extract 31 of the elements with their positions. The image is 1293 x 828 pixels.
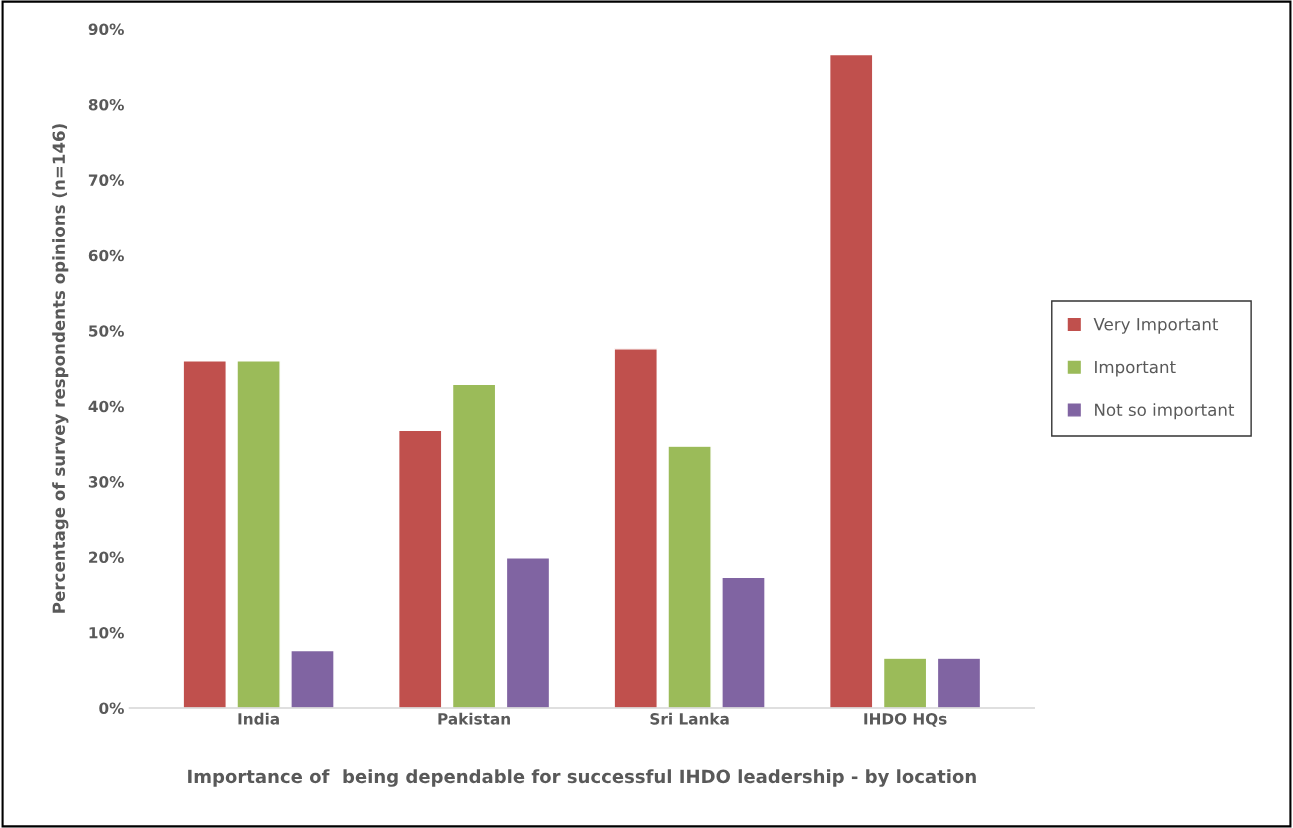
bar	[236, 360, 281, 708]
legend-label: Important	[1095, 360, 1176, 377]
y-tick-label: 10%	[89, 626, 124, 639]
bar	[721, 576, 766, 708]
y-tick-label: 50%	[89, 325, 124, 337]
bar	[882, 657, 928, 708]
bar	[613, 348, 658, 708]
legend-label: Not so important	[1095, 403, 1235, 420]
x-axis-title: Importance of being dependable for successful IHDO leadership - by location	[188, 769, 976, 787]
bar	[828, 53, 874, 708]
bar	[505, 557, 551, 708]
legend-label: Very Important	[1093, 318, 1219, 334]
y-tick-label: 0%	[99, 702, 124, 714]
x-tick-label: IHDO HQs	[864, 713, 947, 727]
y-tick-label: 80%	[88, 98, 124, 111]
bar	[667, 445, 712, 708]
y-tick-label: 20%	[89, 551, 124, 564]
x-tick-label: Pakistan	[438, 712, 510, 725]
x-tick-label: India	[238, 712, 279, 725]
bar	[397, 429, 443, 708]
bar	[936, 657, 982, 708]
bar	[451, 383, 497, 708]
y-tick-label: 40%	[88, 400, 124, 413]
y-axis-title: Percentage of survey respondents opinions (n=146)	[52, 124, 69, 613]
x-tick-label: Sri Lanka	[650, 712, 729, 725]
y-tick-label: 70%	[88, 174, 124, 186]
bar	[182, 360, 227, 708]
bar	[290, 649, 335, 708]
y-tick-label: 90%	[88, 23, 124, 35]
y-tick-label: 30%	[88, 476, 124, 488]
y-tick-label: 60%	[88, 249, 124, 262]
